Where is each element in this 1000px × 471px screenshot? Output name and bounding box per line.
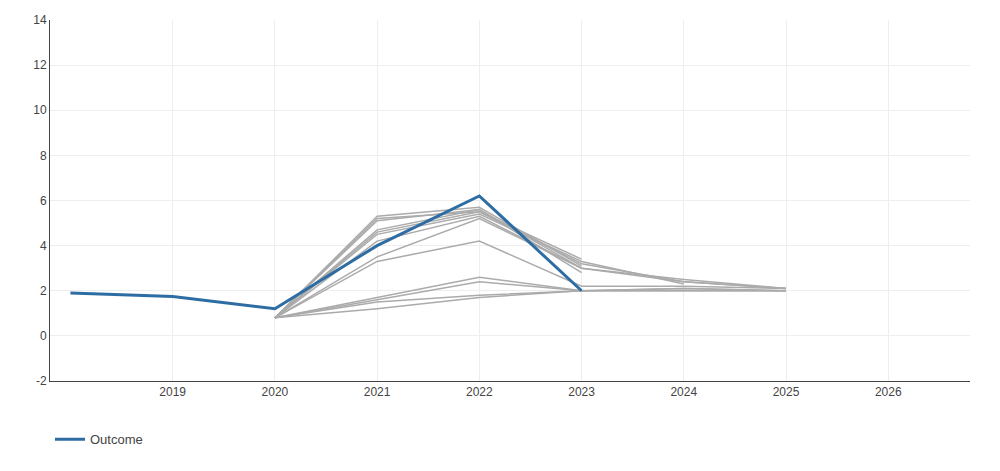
svg-text:12: 12 xyxy=(33,58,47,72)
svg-text:2025: 2025 xyxy=(773,385,800,399)
svg-text:0: 0 xyxy=(40,329,47,343)
svg-text:-2: -2 xyxy=(36,374,47,388)
svg-text:2026: 2026 xyxy=(875,385,902,399)
svg-text:2023: 2023 xyxy=(568,385,595,399)
svg-text:10: 10 xyxy=(33,103,47,117)
svg-text:2024: 2024 xyxy=(670,385,697,399)
svg-text:2021: 2021 xyxy=(364,385,391,399)
svg-text:2: 2 xyxy=(40,284,47,298)
svg-text:6: 6 xyxy=(40,194,47,208)
svg-text:2022: 2022 xyxy=(466,385,493,399)
svg-text:2019: 2019 xyxy=(159,385,186,399)
svg-text:8: 8 xyxy=(40,149,47,163)
svg-text:14: 14 xyxy=(33,13,47,27)
svg-text:Outcome: Outcome xyxy=(90,432,143,447)
svg-text:2020: 2020 xyxy=(262,385,289,399)
svg-text:4: 4 xyxy=(40,239,47,253)
